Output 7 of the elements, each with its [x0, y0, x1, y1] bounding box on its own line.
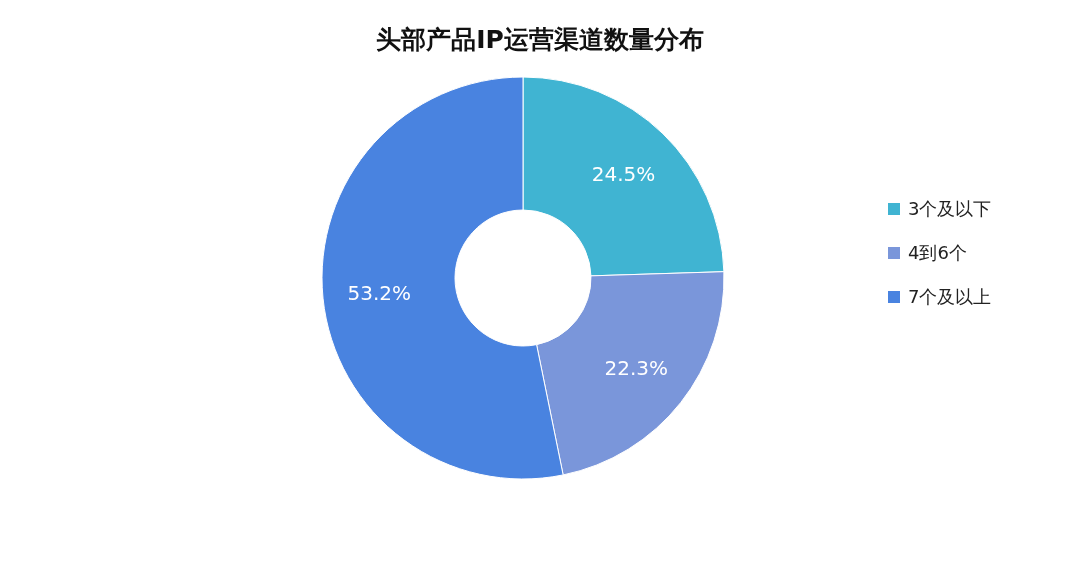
data-label: 22.3%: [604, 355, 669, 380]
legend-label: 4到6个: [908, 242, 967, 264]
legend-label: 7个及以上: [908, 286, 992, 308]
data-label: 53.2%: [347, 280, 411, 305]
data-label: 24.5%: [591, 162, 656, 187]
chart-title: 头部产品IP运营渠道数量分布: [376, 25, 704, 54]
legend-label: 3个及以下: [908, 198, 992, 220]
